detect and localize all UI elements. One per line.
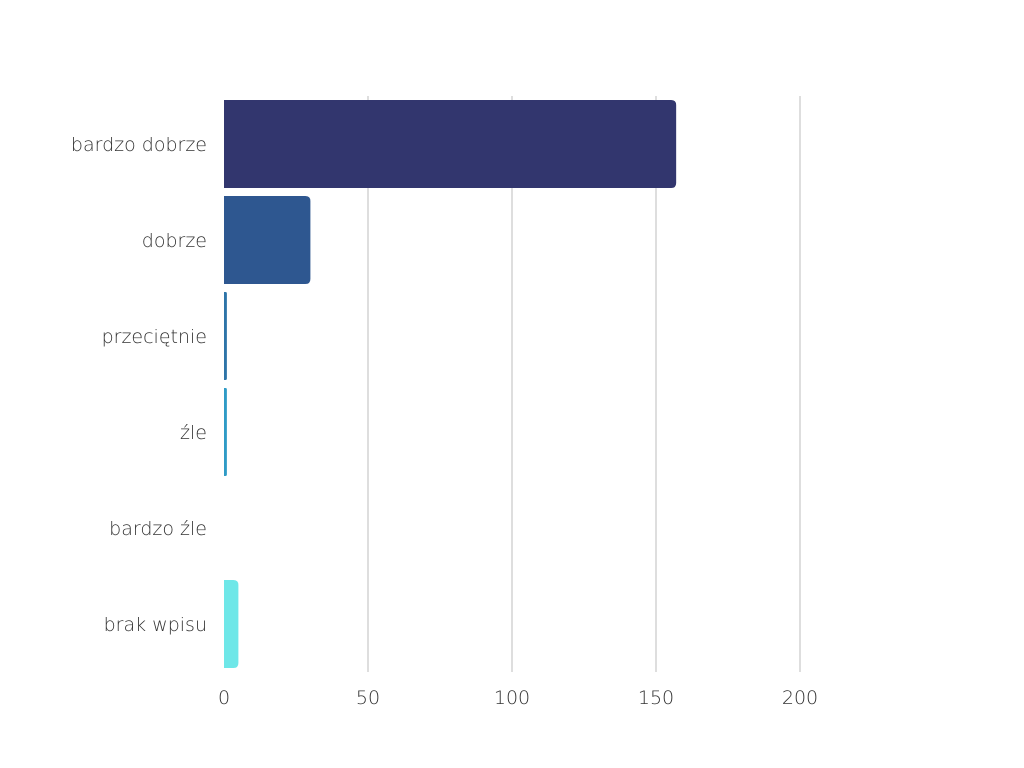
- x-tick-label: 50: [356, 687, 380, 709]
- gridlines: [367, 96, 801, 672]
- bar-bardzo-dobrze: [224, 100, 677, 188]
- x-tick-label: 0: [218, 687, 230, 709]
- category-label: bardzo źle: [109, 518, 207, 540]
- category-labels: bardzo dobrze dobrze przeciętnie źle bardzo …: [71, 134, 207, 636]
- bar-przeciętnie: [224, 292, 227, 380]
- category-label: przeciętnie: [102, 326, 207, 348]
- category-label: brak wpisu: [104, 614, 207, 636]
- bars: [224, 100, 677, 668]
- bar-źle: [224, 388, 227, 476]
- x-tick-label: 200: [782, 687, 818, 709]
- x-tick-labels: 0 50 100 150 200: [218, 687, 818, 709]
- x-tick-label: 150: [638, 687, 674, 709]
- bar-brak-wpisu: [224, 580, 239, 668]
- category-label: dobrze: [142, 230, 207, 252]
- x-tick-label: 100: [494, 687, 530, 709]
- bar-dobrze: [224, 196, 311, 284]
- category-label: bardzo dobrze: [71, 134, 207, 156]
- category-label: źle: [180, 422, 207, 444]
